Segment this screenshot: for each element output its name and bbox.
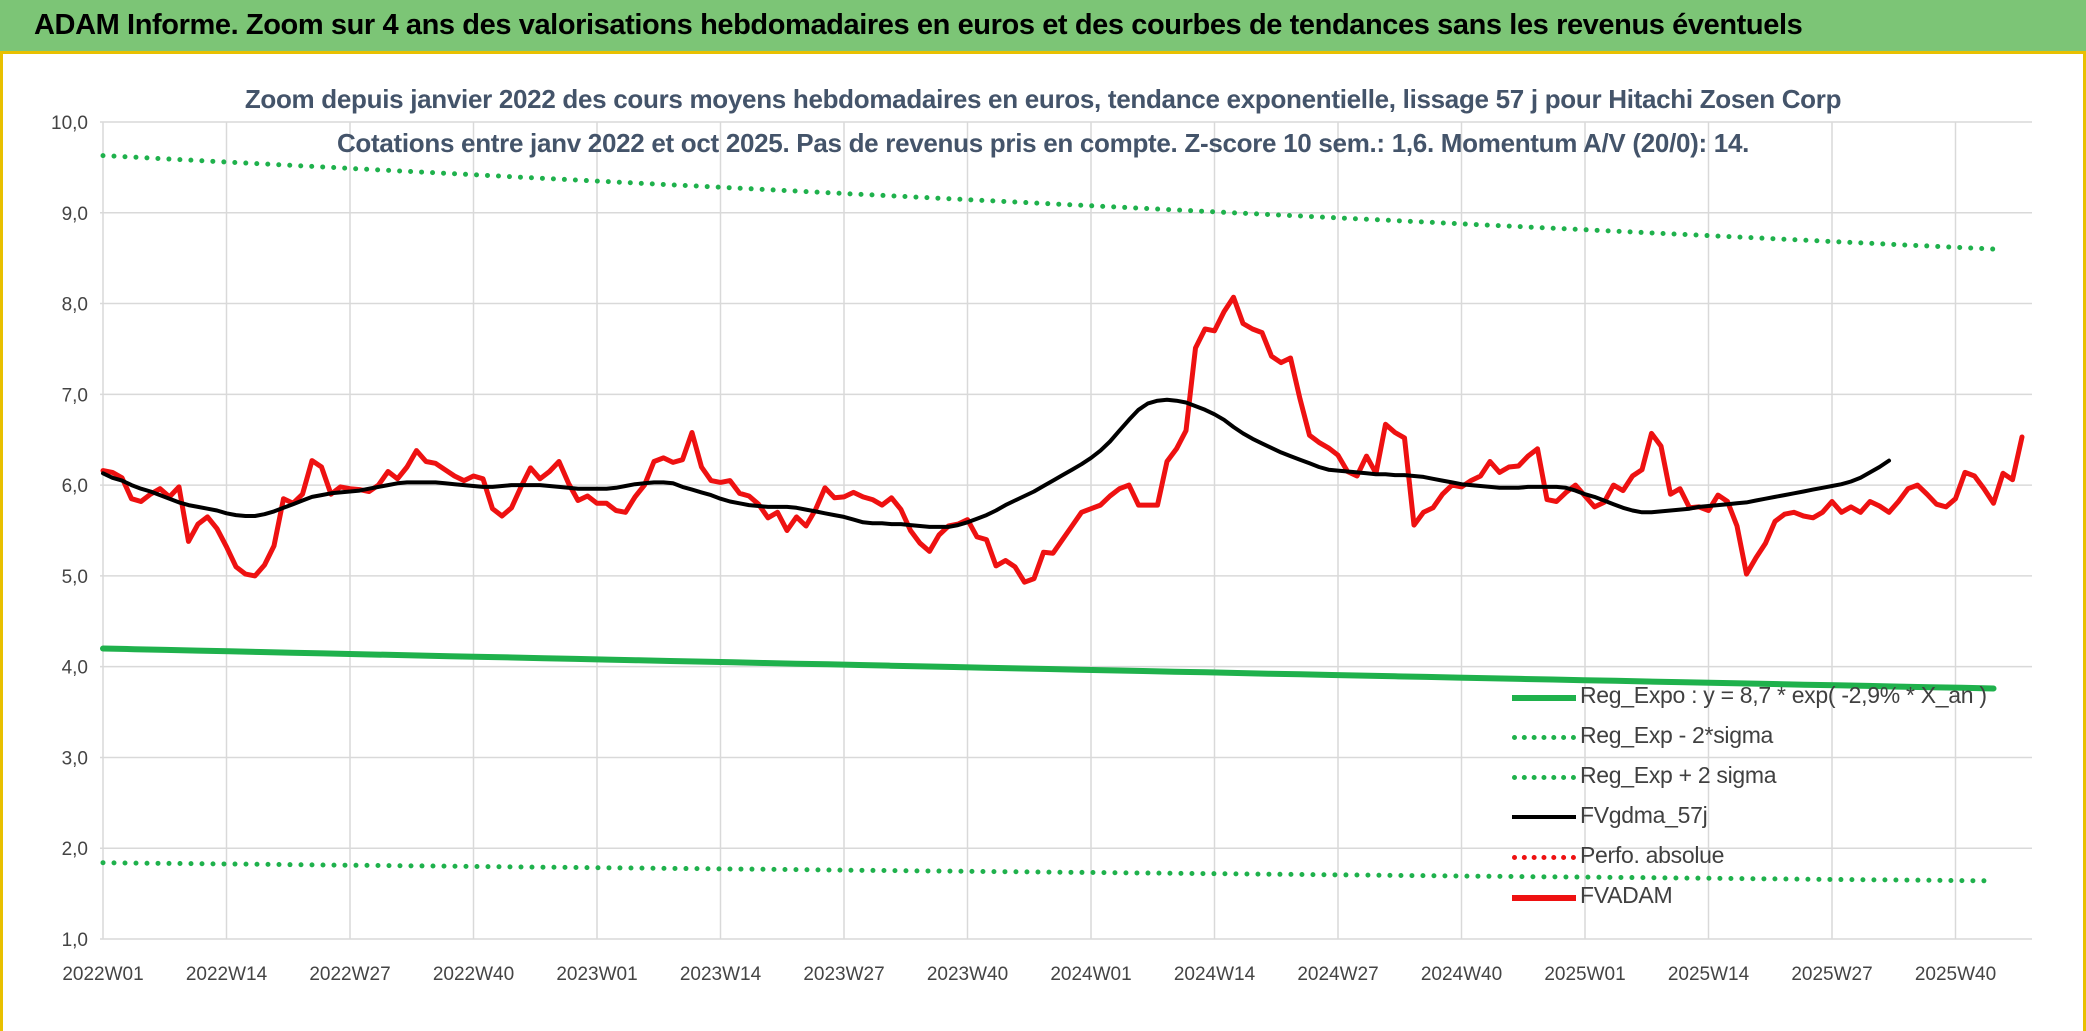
y-tick-label: 1,0	[62, 930, 88, 951]
legend-item: Reg_Exp + 2 sigma	[1512, 756, 2012, 796]
x-tick-label: 2023W40	[927, 964, 1008, 985]
y-tick-label: 7,0	[62, 385, 88, 406]
chart-legend: Reg_Expo : y = 8,7 * exp( -2,9% * X_an )…	[1512, 676, 2012, 916]
legend-label: Reg_Exp - 2*sigma	[1580, 722, 1774, 748]
series-line-2	[100, 153, 1996, 252]
legend-swatch	[1512, 735, 1576, 740]
legend-swatch	[1512, 895, 1576, 901]
legend-label: FVADAM	[1580, 882, 1673, 908]
legend-item: FVgdma_57j	[1512, 796, 2012, 836]
legend-swatch	[1512, 775, 1576, 780]
legend-swatch	[1512, 695, 1576, 701]
series-line-5	[100, 294, 2025, 585]
x-tick-label: 2022W14	[186, 964, 268, 985]
series-line-0	[100, 645, 1997, 692]
x-tick-label: 2024W14	[1174, 964, 1256, 985]
x-tick-label: 2024W27	[1297, 964, 1378, 985]
legend-label: Perfo. absolue	[1580, 842, 1725, 868]
y-tick-label: 5,0	[62, 567, 88, 588]
x-tick-label: 2024W01	[1050, 964, 1131, 985]
legend-item: FVADAM	[1512, 876, 2012, 916]
y-tick-label: 3,0	[62, 748, 88, 769]
y-tick-label: 2,0	[62, 839, 88, 860]
y-tick-label: 4,0	[62, 658, 88, 679]
legend-swatch	[1512, 855, 1576, 860]
x-tick-label: 2025W01	[1544, 964, 1625, 985]
x-tick-label: 2025W27	[1791, 964, 1872, 985]
x-tick-label: 2024W40	[1421, 964, 1502, 985]
x-tick-label: 2022W40	[433, 964, 514, 985]
legend-item: Reg_Expo : y = 8,7 * exp( -2,9% * X_an )	[1512, 676, 2012, 716]
legend-label: Reg_Exp + 2 sigma	[1580, 762, 1777, 788]
y-tick-label: 8,0	[62, 295, 88, 316]
legend-swatch	[1512, 815, 1576, 819]
chart-frame	[0, 54, 2086, 1031]
x-tick-label: 2022W27	[309, 964, 390, 985]
x-tick-label: 2022W01	[62, 964, 143, 985]
report-title: ADAM Informe. Zoom sur 4 ans des valoris…	[34, 9, 1803, 41]
chart-title: Zoom depuis janvier 2022 des cours moyen…	[244, 84, 1842, 114]
x-tick-label: 2025W40	[1915, 964, 1996, 985]
x-tick-label: 2023W14	[680, 964, 762, 985]
x-tick-label: 2023W27	[803, 964, 884, 985]
legend-item: Perfo. absolue	[1512, 836, 2012, 876]
y-tick-label: 10,0	[51, 113, 88, 134]
y-tick-label: 9,0	[62, 204, 88, 225]
chart-subtitle: Cotations entre janv 2022 et oct 2025. P…	[336, 128, 1750, 158]
legend-label: FVgdma_57j	[1580, 802, 1708, 828]
legend-item: Reg_Exp - 2*sigma	[1512, 716, 2012, 756]
legend-label: Reg_Expo : y = 8,7 * exp( -2,9% * X_an )	[1580, 682, 1987, 708]
y-tick-label: 6,0	[62, 476, 88, 497]
x-tick-label: 2023W01	[556, 964, 637, 985]
series-line-1	[100, 860, 1996, 884]
x-tick-label: 2025W14	[1668, 964, 1750, 985]
report-header: ADAM Informe. Zoom sur 4 ans des valoris…	[0, 0, 2086, 54]
series-line-3	[101, 397, 1891, 529]
